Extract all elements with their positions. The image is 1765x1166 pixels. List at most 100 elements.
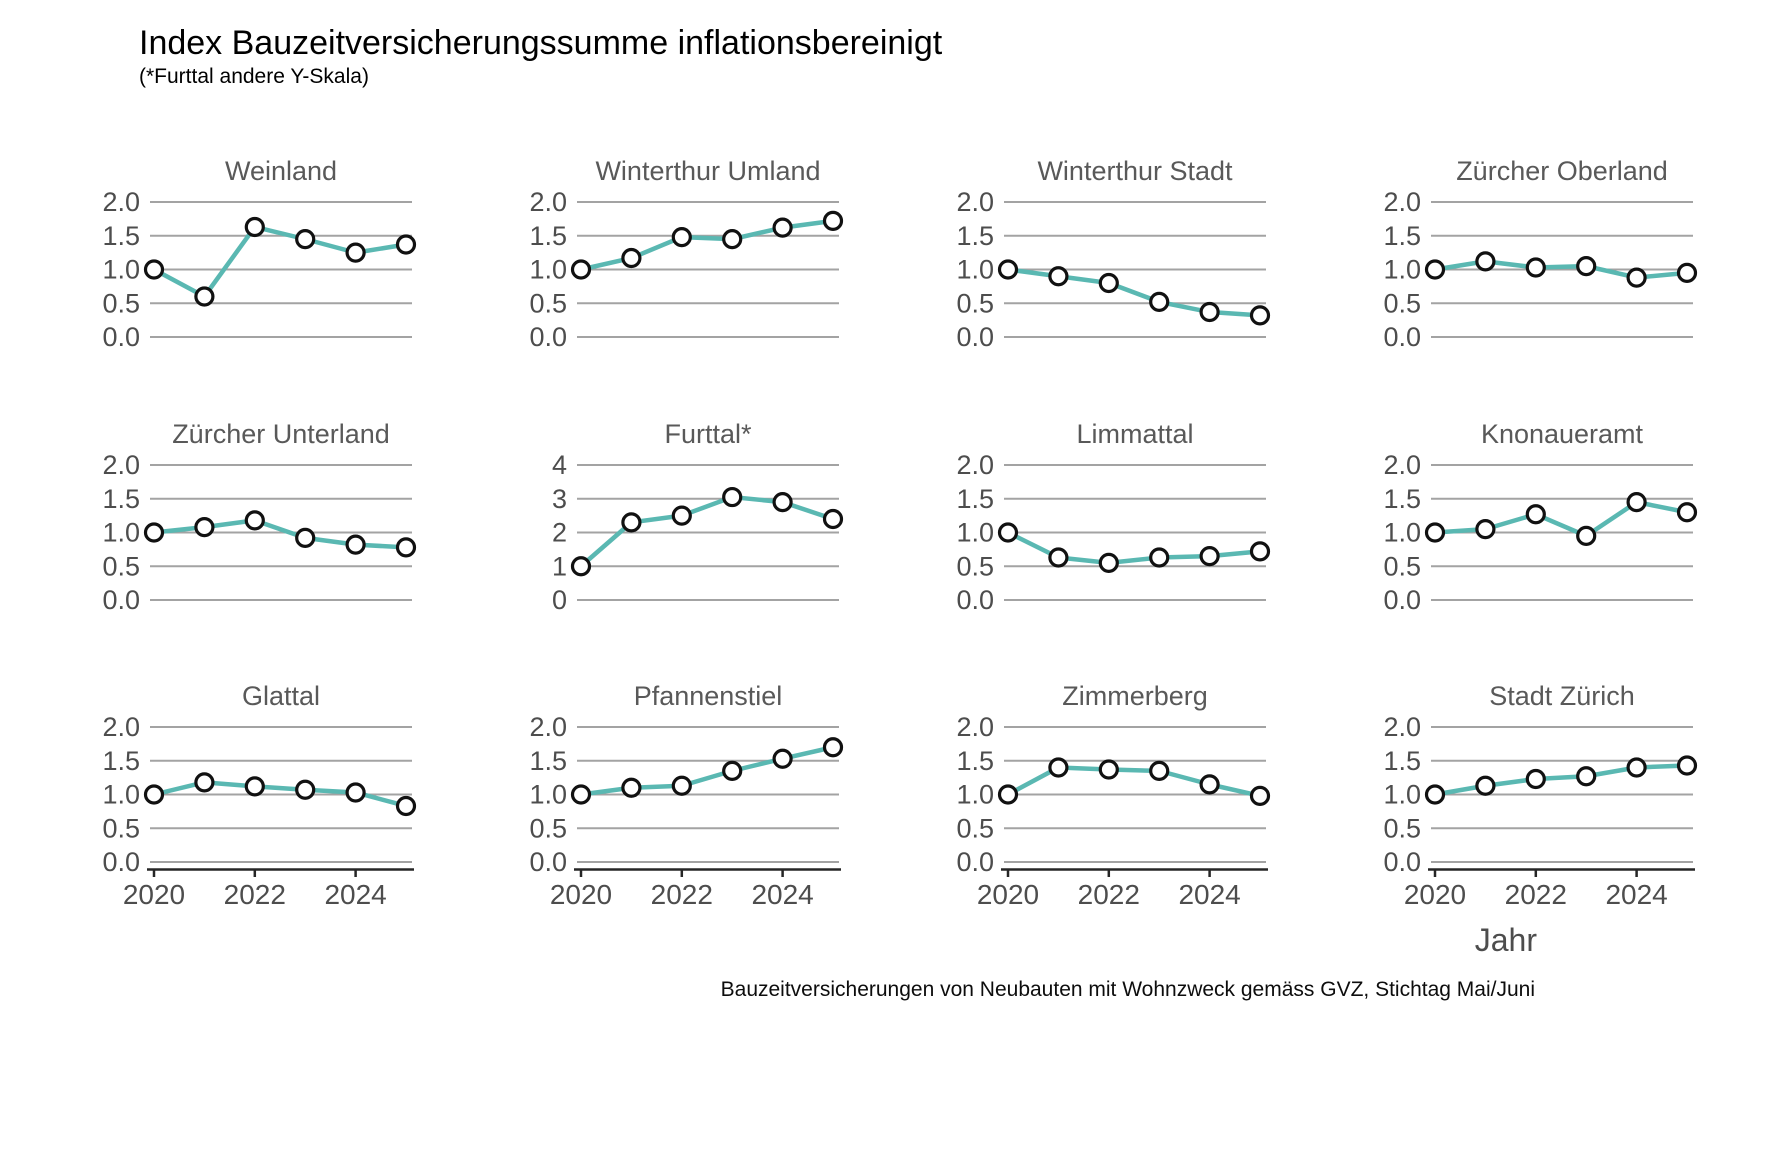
data-point (395, 234, 417, 255)
data-point (1676, 262, 1698, 283)
y-tick-label: 0.5 (956, 813, 994, 843)
data-point (671, 226, 692, 248)
chart-subtitle: (*Furttal andere Y-Skala) (139, 65, 369, 88)
facet-panel-pfannenstiel: Pfannenstiel 2.0 1.5 1.0 0.5 0.0 2020 2022 2024 (509, 673, 849, 923)
y-tick-label: 0.0 (956, 585, 994, 615)
facet-title: Furttal* (664, 419, 752, 449)
data-point (621, 512, 642, 533)
y-tick-label: 2.0 (102, 450, 140, 480)
y-tick-label: 1.5 (956, 221, 994, 251)
chart-title: Index Bauzeitversicherungssumme inflatio… (139, 24, 943, 62)
data-point (345, 782, 366, 803)
data-point (997, 522, 1019, 543)
data-point (1098, 272, 1119, 294)
data-point (1149, 547, 1170, 568)
y-tick-label: 0.0 (1383, 585, 1421, 615)
data-line (578, 745, 836, 797)
data-point (395, 795, 417, 817)
facet-chart-winterthur-umland: Winterthur Umland 2.0 1.5 1.00.5 0.0 (529, 156, 844, 352)
facet-title: Zürcher Unterland (172, 419, 390, 449)
y-tick-label: 1.0 (1383, 780, 1421, 810)
data-point (1249, 785, 1271, 806)
facet-panel-winterthur-stadt: Winterthur Stadt 2.0 1.5 1.0 0.5 0.0 (936, 148, 1276, 398)
y-tick-label: 1.5 (529, 221, 567, 251)
data-point (1149, 760, 1170, 781)
y-tick-label: 1.5 (1383, 221, 1421, 251)
data-point (345, 534, 366, 555)
data-point (1475, 519, 1496, 540)
y-tick-label: 0.5 (102, 551, 140, 581)
data-point (772, 492, 793, 513)
y-tick-label: 2.0 (1383, 187, 1421, 217)
data-line (151, 224, 409, 299)
y-tick-label: 1.5 (1383, 484, 1421, 514)
data-line (1432, 499, 1690, 539)
data-point (143, 522, 165, 543)
data-line (1432, 763, 1690, 797)
data-point (570, 784, 592, 805)
data-point (1048, 757, 1069, 778)
x-tick-label: 2020 (977, 879, 1039, 910)
y-tick-label: 2.0 (529, 712, 567, 742)
data-point (671, 505, 692, 526)
data-line (578, 218, 836, 272)
facet-title: Stadt Zürich (1489, 681, 1635, 711)
y-tick-label: 1.0 (956, 518, 994, 548)
data-point (143, 259, 165, 280)
y-tick-label: 0.5 (956, 288, 994, 318)
data-point (295, 527, 316, 549)
y-tick-label: 1 (552, 551, 567, 581)
facet-panel-weinland: Weinland 2.0 1.5 1.0 0.5 0.0 (82, 148, 422, 398)
y-tick-label: 2.0 (956, 187, 994, 217)
x-tick-label: 2022 (1078, 879, 1140, 910)
data-point (1475, 775, 1496, 796)
data-point (822, 737, 844, 758)
data-point (621, 247, 642, 269)
data-point (1626, 267, 1647, 288)
y-tick-label: 1.0 (102, 255, 140, 285)
y-tick-label: 0.5 (102, 813, 140, 843)
data-point (1048, 266, 1069, 287)
y-tick-label: 0.0 (1383, 322, 1421, 352)
data-point (1424, 522, 1446, 543)
y-tick-label: 0.0 (956, 847, 994, 877)
data-point (822, 508, 844, 530)
data-point (244, 216, 265, 238)
x-axis-label: Jahr (1474, 922, 1537, 958)
data-point (194, 516, 215, 538)
y-tick-label: 2.0 (1383, 450, 1421, 480)
data-point (722, 760, 743, 781)
x-tick-label: 2022 (651, 879, 713, 910)
data-point (1576, 766, 1597, 787)
data-point (570, 259, 592, 280)
facet-chart-z-rcher-oberland: Zürcher Oberland 2.0 1.5 1.00.5 0.0 (1383, 156, 1698, 352)
y-tick-label: 0.5 (529, 288, 567, 318)
data-point (997, 259, 1019, 280)
data-point (1626, 492, 1647, 513)
data-point (1199, 546, 1220, 567)
data-point (143, 784, 165, 805)
facet-title: Winterthur Umland (595, 156, 820, 186)
data-point (772, 748, 793, 769)
facet-panel-knonaueramt: Knonaueramt 2.0 1.5 1.0 0.5 0.0 (1363, 411, 1703, 661)
data-point (722, 229, 743, 250)
facet-panel-furttal: Furttal* 4 3 2 1 0 (509, 411, 849, 661)
y-tick-label: 1.5 (956, 484, 994, 514)
facet-chart-limmattal: Limmattal 2.0 1.5 1.00.5 0.0 (956, 419, 1271, 615)
data-point (244, 510, 265, 531)
facet-chart-weinland: Weinland 2.0 1.5 1.00.5 0.0 (102, 156, 417, 352)
data-line (1005, 765, 1263, 799)
y-tick-label: 0.0 (1383, 847, 1421, 877)
y-tick-label: 0.0 (956, 322, 994, 352)
y-tick-label: 0.5 (1383, 551, 1421, 581)
facet-title: Pfannenstiel (634, 681, 783, 711)
y-tick-label: 0.5 (529, 813, 567, 843)
data-point (1199, 774, 1220, 795)
data-point (1249, 305, 1271, 326)
data-point (1576, 256, 1597, 277)
data-point (345, 242, 366, 263)
data-point (1249, 541, 1271, 562)
data-line (1005, 530, 1263, 566)
